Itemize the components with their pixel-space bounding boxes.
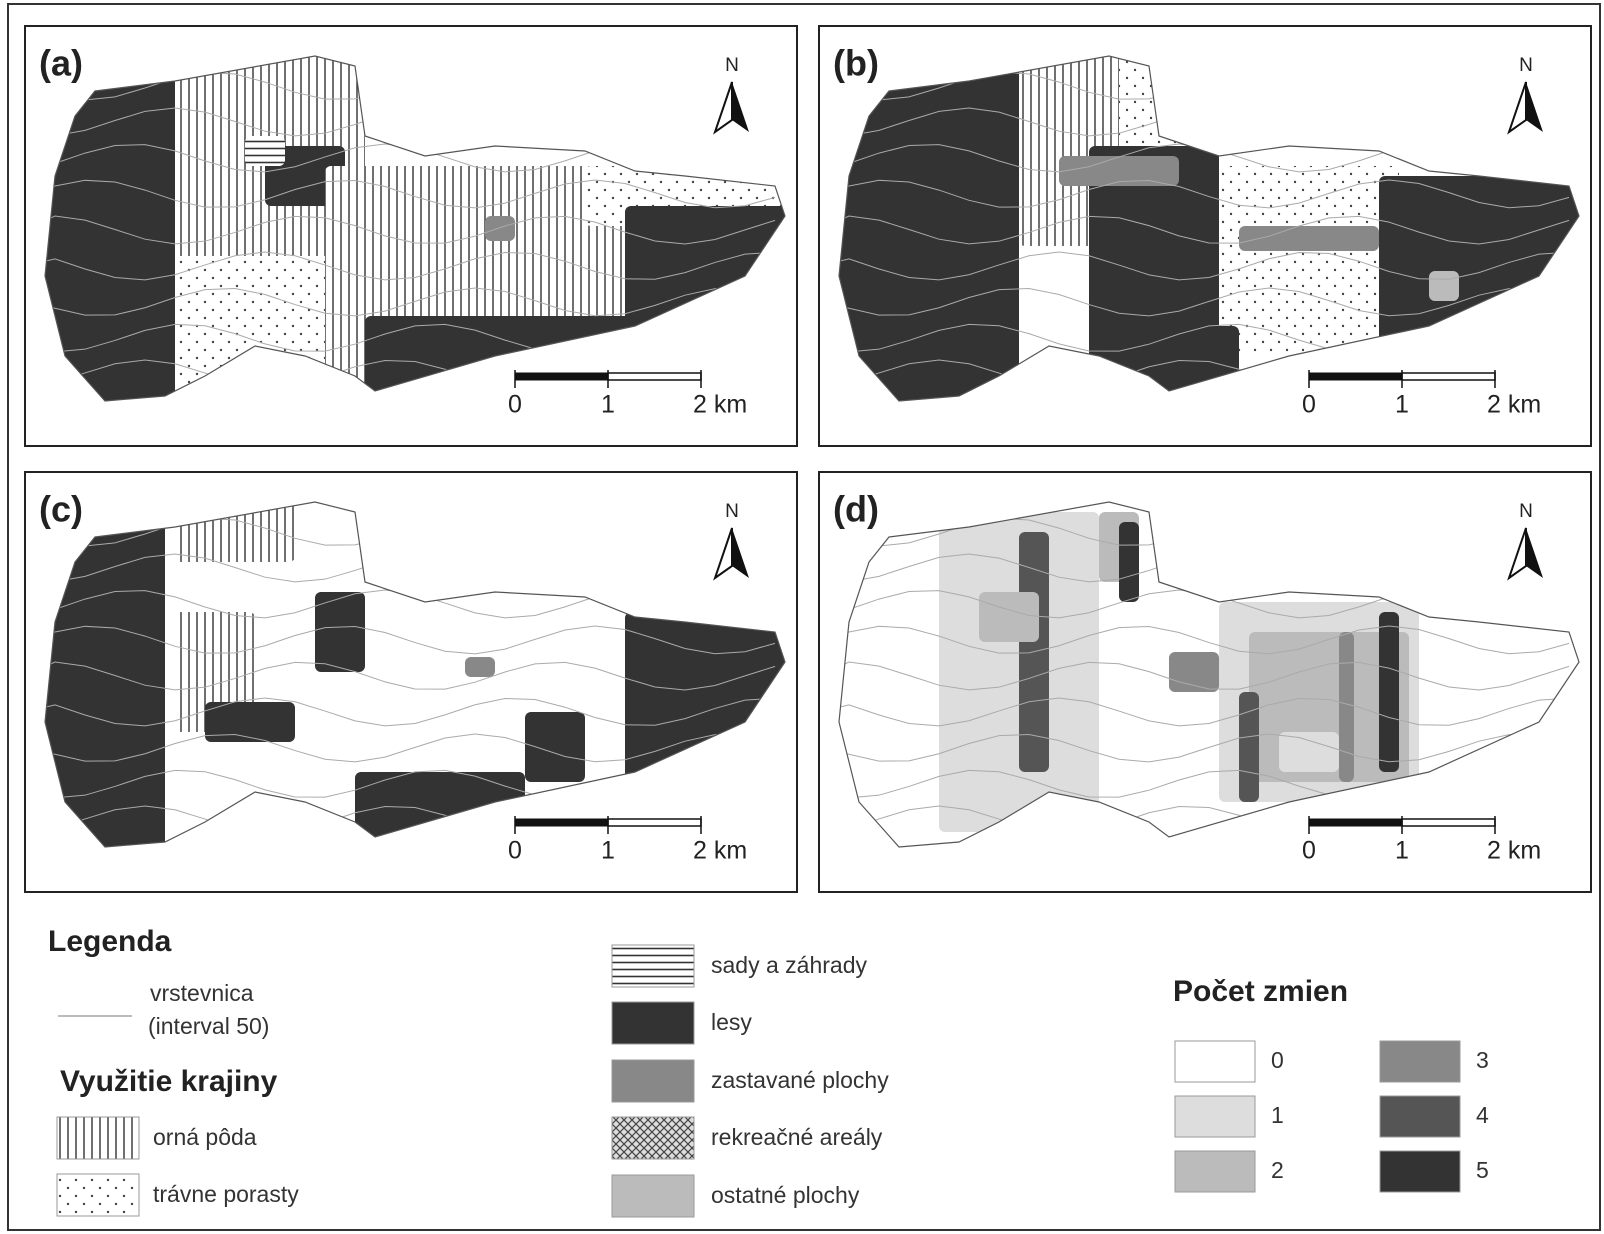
legend-swatch — [1380, 1096, 1460, 1137]
panel-label: (d) — [833, 489, 879, 530]
panel-label: (b) — [833, 43, 879, 84]
legend-item: sady a záhrady — [711, 952, 867, 978]
scale-label: 1 — [601, 837, 615, 865]
legend-swatch — [1175, 1041, 1255, 1082]
scale-label: 2 km — [693, 391, 747, 419]
legend-item: trávne porasty — [153, 1181, 299, 1207]
legend-swatch — [612, 945, 694, 987]
panel-label: (a) — [39, 43, 83, 84]
legend-swatch — [612, 1175, 694, 1217]
north-label: N — [1519, 55, 1533, 76]
land-patch — [245, 136, 285, 166]
legend-swatch — [57, 1174, 139, 1216]
legend-item: zastavané plochy — [711, 1067, 889, 1093]
land-patch — [1429, 271, 1459, 301]
legend-item: ostatné plochy — [711, 1182, 860, 1208]
land-patch — [1379, 612, 1399, 772]
scale-white — [1402, 373, 1495, 380]
land-patch — [1169, 652, 1219, 692]
land-patch — [979, 592, 1039, 642]
scale-black — [1309, 373, 1402, 380]
scale-black — [515, 373, 608, 380]
legend-swatch — [1380, 1151, 1460, 1192]
legend-swatch — [1380, 1041, 1460, 1082]
figure: (a) N 0 1 2 km (b) N 0 1 2 km (c) N 0 1 2 km (d) N 0 1 2 km… — [0, 0, 1604, 1234]
legend-item: 0 — [1271, 1047, 1284, 1073]
map-panel: (b) N 0 1 2 km — [819, 26, 1604, 476]
legend-swatch — [57, 1117, 139, 1159]
north-label: N — [725, 55, 739, 76]
legend-item: vrstevnica — [150, 980, 254, 1006]
legend-swatch — [612, 1002, 694, 1044]
panel-label: (c) — [39, 489, 83, 530]
scale-label: 1 — [1395, 391, 1409, 419]
legend-item: 5 — [1476, 1157, 1489, 1183]
map-panel: (a) N 0 1 2 km — [25, 26, 825, 506]
legend-item: lesy — [711, 1009, 752, 1035]
land-patch — [1279, 732, 1339, 772]
legend-item: 1 — [1271, 1102, 1284, 1128]
scale-label: 0 — [1302, 391, 1316, 419]
north-label: N — [725, 501, 739, 522]
map-panel: (c) N 0 1 2 km — [25, 472, 825, 912]
scale-black — [515, 819, 608, 826]
legend-swatch — [1175, 1151, 1255, 1192]
land-patch — [525, 712, 585, 782]
land-patch — [205, 702, 295, 742]
scale-white — [1402, 819, 1495, 826]
map-panel: (d) N 0 1 2 km — [819, 472, 1591, 892]
scale-label: 0 — [508, 391, 522, 419]
scale-white — [608, 819, 701, 826]
legend-item: 4 — [1476, 1102, 1489, 1128]
legend-title: Počet zmien — [1173, 975, 1348, 1008]
scale-white — [608, 373, 701, 380]
legend-title: Legenda — [48, 925, 172, 958]
legend-swatch — [1175, 1096, 1255, 1137]
legend-item: rekreačné areály — [711, 1124, 883, 1150]
land-patch — [1339, 632, 1354, 782]
land-patch — [465, 657, 495, 677]
scale-label: 2 km — [693, 837, 747, 865]
legend-item: (interval 50) — [148, 1013, 269, 1039]
scale-label: 0 — [1302, 837, 1316, 865]
scale-label: 2 km — [1487, 391, 1541, 419]
scale-label: 2 km — [1487, 837, 1541, 865]
north-label: N — [1519, 501, 1533, 522]
scale-black — [1309, 819, 1402, 826]
legend-item: 2 — [1271, 1157, 1284, 1183]
land-patch — [1219, 166, 1399, 356]
legend-item: orná pôda — [153, 1124, 257, 1150]
legend-swatch — [612, 1060, 694, 1102]
land-patch — [1239, 692, 1259, 802]
legend-item: 3 — [1476, 1047, 1489, 1073]
legend-swatch — [612, 1117, 694, 1159]
land-patch — [1119, 522, 1139, 602]
scale-label: 0 — [508, 837, 522, 865]
scale-label: 1 — [1395, 837, 1409, 865]
land-patch — [485, 216, 515, 241]
legend-title: Využitie krajiny — [60, 1065, 278, 1098]
scale-label: 1 — [601, 391, 615, 419]
